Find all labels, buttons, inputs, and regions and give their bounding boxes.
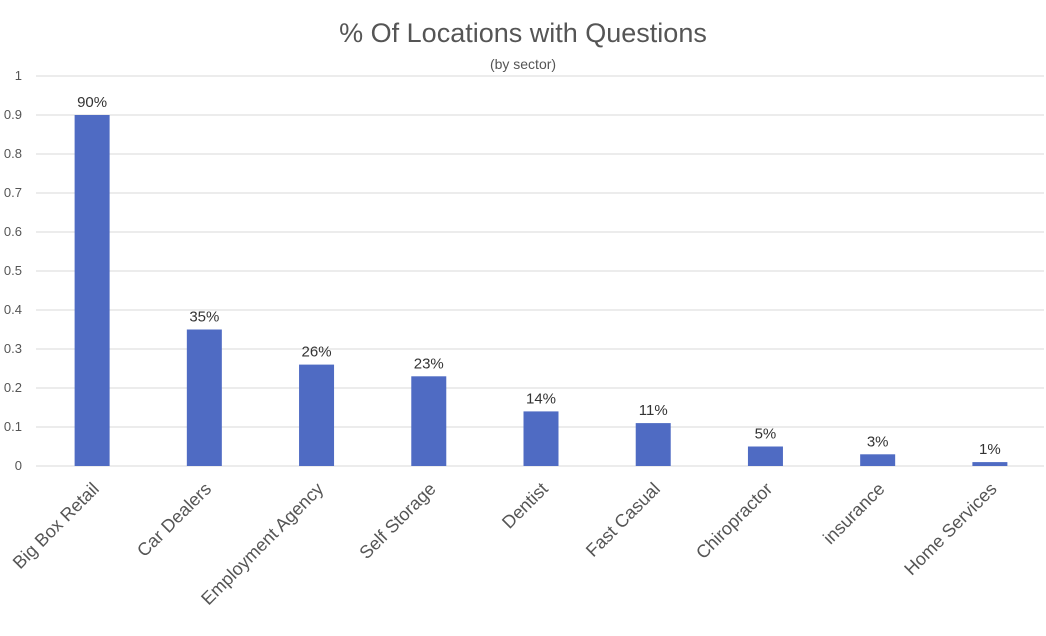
- y-tick-label: 0.6: [4, 224, 22, 239]
- bar: [74, 115, 110, 466]
- bar: [747, 446, 783, 466]
- chart-title: % Of Locations with Questions: [339, 18, 707, 48]
- bar: [972, 462, 1008, 466]
- bar: [523, 411, 559, 466]
- data-label: 1%: [979, 441, 1001, 458]
- y-tick-label: 0.3: [4, 341, 22, 356]
- x-tick-label: Chiropractor: [692, 479, 776, 563]
- x-tick-label: insurance: [819, 479, 888, 548]
- data-label: 90%: [77, 94, 107, 111]
- y-tick-label: 0.5: [4, 263, 22, 278]
- data-label: 35%: [189, 309, 219, 326]
- x-tick-label: Employment Agency: [197, 479, 327, 609]
- y-tick-label: 0.2: [4, 380, 22, 395]
- y-tick-label: 0.9: [4, 107, 22, 122]
- chart-subtitle: (by sector): [489, 56, 557, 72]
- bar: [860, 454, 896, 466]
- x-tick-label: Home Services: [900, 479, 1000, 579]
- y-tick-label: 0.4: [4, 302, 22, 317]
- data-label: 5%: [755, 426, 777, 443]
- bar: [299, 364, 335, 466]
- x-tick-label: Fast Casual: [582, 479, 664, 561]
- x-tick-label: Big Box Retail: [9, 479, 103, 573]
- x-tick-label: Self Storage: [355, 479, 439, 563]
- data-label: 26%: [302, 344, 332, 361]
- x-tick-label: Car Dealers: [133, 479, 215, 561]
- data-label: 23%: [414, 355, 444, 372]
- y-tick-label: 0.7: [4, 185, 22, 200]
- y-tick-label: 1: [15, 68, 22, 83]
- data-label: 14%: [526, 390, 556, 407]
- x-tick-label: Dentist: [498, 479, 552, 533]
- bar: [411, 376, 447, 466]
- y-tick-label: 0.8: [4, 146, 22, 161]
- y-tick-label: 0: [15, 458, 22, 473]
- y-tick-label: 0.1: [4, 419, 22, 434]
- data-label: 3%: [867, 433, 889, 450]
- data-label: 11%: [639, 402, 668, 419]
- bar: [186, 329, 222, 466]
- bar: [635, 423, 671, 466]
